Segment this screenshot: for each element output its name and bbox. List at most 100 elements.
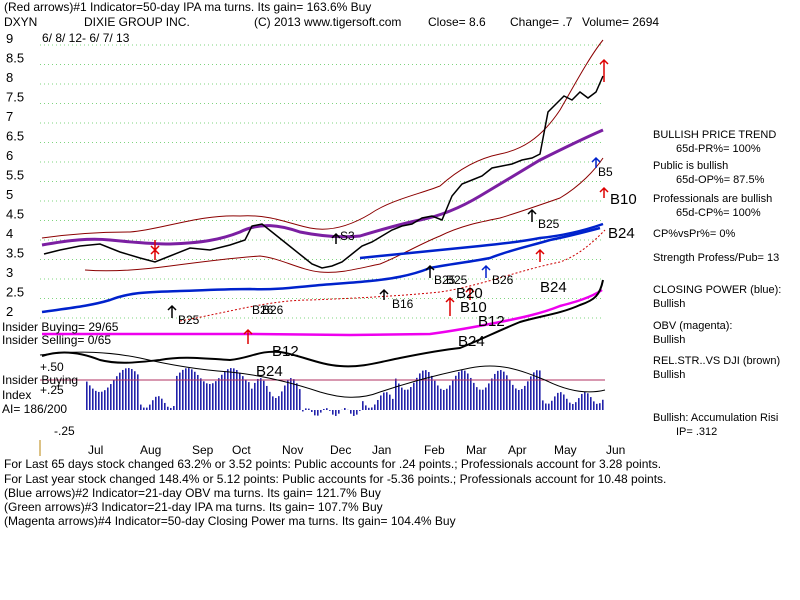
accum-bar [161, 398, 163, 410]
accum-bar [224, 371, 226, 410]
y-axis-ticks: 9 8.5 8 7.5 7 6.5 6 5.5 5 4.5 4 3.5 3 2.5 2 [6, 31, 24, 319]
accum-bar [122, 369, 124, 410]
signal-label: B25 [446, 273, 468, 287]
accum-bar [350, 410, 352, 414]
insider-buying: Insider Buying= 29/65 [2, 320, 119, 334]
cp-vs-pr: CP%vsPr%= 0% [653, 228, 736, 240]
accum-bar [227, 369, 229, 410]
accum-bar [359, 410, 361, 411]
y-tick-label: 4 [6, 226, 13, 241]
accum-bar [311, 410, 313, 412]
accum-bar [218, 378, 220, 410]
signal-label: B26 [262, 303, 284, 317]
accum-bar [452, 380, 454, 410]
accum-bar [146, 407, 148, 410]
accum-bar [551, 400, 553, 410]
accum-bar [89, 385, 91, 410]
accum-bar [332, 410, 334, 415]
relstr-label: REL.STR..VS DJI (brown) [653, 355, 781, 367]
change-value: Change= .7 [510, 15, 573, 29]
accum-bar [182, 369, 184, 410]
accum-bar [362, 401, 364, 410]
y-tick-label: 3.5 [6, 246, 24, 261]
accum-bar [488, 383, 490, 410]
accum-bar [563, 394, 565, 410]
signal-label: S3 [340, 229, 355, 243]
footer-line-2: For Last year stock changed 148.4% or 5.… [4, 472, 667, 486]
accum-bar [494, 373, 496, 410]
accum-bar [410, 387, 412, 410]
accum-bar [296, 383, 298, 410]
accum-bar [284, 385, 286, 410]
accum-bar [176, 375, 178, 410]
accum-bar [416, 377, 418, 410]
accum-bar [251, 388, 253, 410]
accum-title: Insider Buying [2, 373, 79, 387]
accum-bar [314, 410, 316, 416]
signal-label: B12 [478, 313, 505, 330]
accum-bar [407, 389, 409, 410]
accum-bar [467, 373, 469, 410]
buy-arrow [599, 58, 609, 82]
accum-bar [110, 384, 112, 410]
accum-bar [134, 371, 136, 410]
moving-average-line [41, 128, 604, 247]
accum-bar [512, 384, 514, 410]
accum-bar [530, 376, 532, 410]
accum-bar [299, 389, 301, 410]
accum-bar [137, 374, 139, 410]
signal-label: B16 [392, 297, 414, 311]
accum-bar [518, 389, 520, 410]
x-tick-label: Jan [372, 443, 391, 457]
accum-bar [572, 403, 574, 410]
accum-bar [542, 400, 544, 410]
accum-plus25: +.25 [40, 383, 64, 397]
accum-bar [590, 397, 592, 410]
accum-bar [491, 378, 493, 410]
company-name: DIXIE GROUP INC. [84, 15, 190, 29]
signal-label: B26 [492, 273, 514, 287]
accum-bar [140, 404, 142, 410]
y-tick-label: 5 [6, 187, 13, 202]
buy-arrow [599, 186, 609, 198]
accum-bar [524, 385, 526, 410]
accum-bar [419, 373, 421, 410]
signal-label: B24 [256, 363, 283, 380]
signal-label: B25 [178, 313, 200, 327]
accum-bar [98, 391, 100, 410]
accum-bar [206, 383, 208, 410]
accum-bar [215, 381, 217, 410]
accum-bar [554, 396, 556, 410]
accum-bar [422, 370, 424, 410]
accum-bar [401, 387, 403, 410]
accum-bar [473, 382, 475, 410]
accum-bar [470, 377, 472, 410]
footer-line-3: (Blue arrows)#2 Indicator=21-day OBV ma … [4, 486, 381, 500]
accum-bar [236, 370, 238, 410]
buy-arrow [331, 232, 341, 244]
y-tick-label: 2.5 [6, 285, 24, 300]
y-tick-label: 6 [6, 148, 13, 163]
accum-bar [170, 407, 172, 410]
buy-arrow [150, 248, 160, 260]
accum-bar [149, 404, 151, 410]
accum-bar [431, 375, 433, 410]
accum-bar [389, 394, 391, 410]
y-tick-label: 9 [6, 31, 13, 46]
accum-bar [209, 383, 211, 410]
y-tick-label: 7 [6, 109, 13, 124]
ip-value: IP= .312 [676, 426, 718, 438]
accum-bar [239, 372, 241, 410]
accum-bar [179, 372, 181, 410]
accum-bar [188, 368, 190, 410]
accum-bar [104, 390, 106, 410]
chart-grid [40, 44, 603, 319]
y-tick-label: 5.5 [6, 168, 24, 183]
accum-bar [143, 407, 145, 410]
accum-bar [395, 378, 397, 410]
accum-bar [449, 385, 451, 410]
accum-bar [482, 389, 484, 410]
x-tick-label: Aug [140, 443, 161, 457]
accum-index-label: Index [2, 388, 32, 402]
accum-bar [308, 408, 310, 410]
